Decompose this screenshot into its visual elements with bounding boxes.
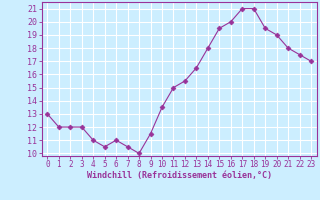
X-axis label: Windchill (Refroidissement éolien,°C): Windchill (Refroidissement éolien,°C) (87, 171, 272, 180)
